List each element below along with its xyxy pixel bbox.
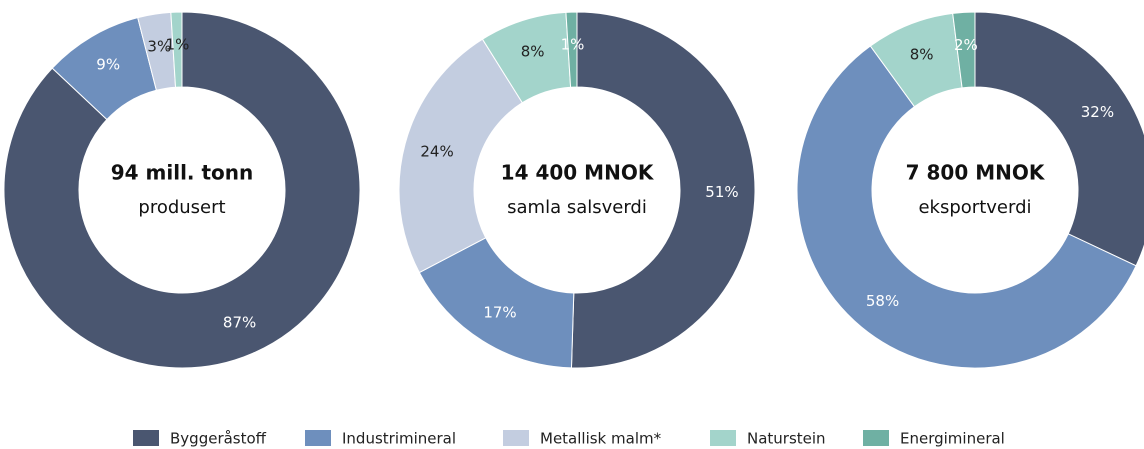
slice-label: 24% [420,143,453,161]
slice-label: 2% [954,36,978,54]
center-subtitle: produsert [138,197,225,218]
slice-label: 87% [223,314,256,332]
slice-label: 58% [866,292,899,310]
center-subtitle: eksportverdi [918,197,1031,218]
slice-label: 1% [166,36,190,54]
slice-label: 17% [483,303,516,321]
donut-slice [570,11,756,369]
center-subtitle: samla salsverdi [507,197,647,218]
donut-slice [952,11,976,89]
legend-swatch [305,430,331,446]
slice-label: 51% [705,183,738,201]
center-title: 7 800 MNOK [906,161,1046,185]
slice-label: 1% [561,36,585,54]
legend-label: Metallisk malm* [540,430,662,448]
donut-slice [3,11,361,369]
slice-label: 9% [96,56,120,74]
legend-label: Industrimineral [342,430,456,448]
slice-label: 8% [521,42,545,60]
slice-label: 32% [1081,103,1114,121]
legend-swatch [863,430,889,446]
legend-swatch [710,430,736,446]
center-title: 94 mill. tonn [111,161,254,185]
slice-label: 3% [147,37,171,55]
donut-slice [796,45,1137,369]
legend-swatch [133,430,159,446]
donut-slice [974,11,1144,267]
legend-label: Energimineral [900,430,1005,448]
slice-label: 8% [910,46,934,64]
donut-slice [398,38,523,274]
legend-label: Naturstein [747,430,826,448]
donut-slice [565,11,578,88]
legend-label: Byggeråstoff [170,430,267,448]
center-title: 14 400 MNOK [501,161,655,185]
donut-slice [170,11,183,88]
legend-swatch [503,430,529,446]
